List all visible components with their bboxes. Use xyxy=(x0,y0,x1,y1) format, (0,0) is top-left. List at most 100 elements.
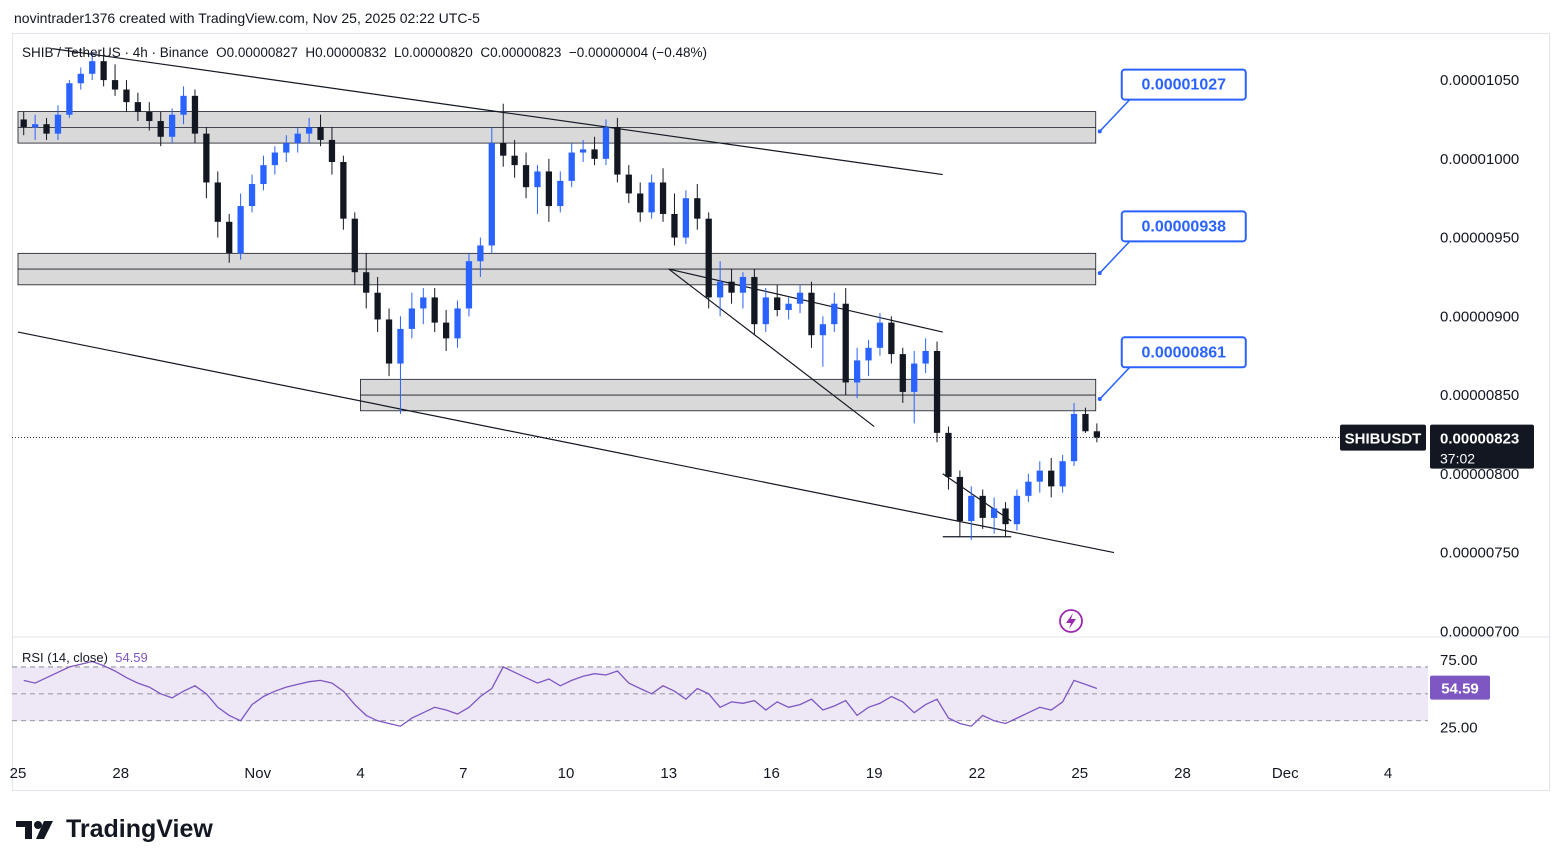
candle-body[interactable] xyxy=(648,182,655,213)
candle-body[interactable] xyxy=(968,495,975,522)
candle-body[interactable] xyxy=(408,308,416,329)
candle-body[interactable] xyxy=(694,198,701,219)
candle-body[interactable] xyxy=(545,171,553,207)
candle-body[interactable] xyxy=(146,111,153,122)
candle-body[interactable] xyxy=(591,149,598,159)
candle-body[interactable] xyxy=(328,139,336,162)
candle-body[interactable] xyxy=(1093,431,1101,438)
candle-body[interactable] xyxy=(1013,495,1021,525)
candle-body[interactable] xyxy=(191,95,199,134)
candle-body[interactable] xyxy=(260,165,267,185)
candle-body[interactable] xyxy=(157,121,164,137)
candle-body[interactable] xyxy=(819,324,827,336)
candle-body[interactable] xyxy=(739,276,747,293)
candle-body[interactable] xyxy=(100,61,107,81)
candle-body[interactable] xyxy=(888,322,895,355)
candle-body[interactable] xyxy=(214,182,221,222)
lightning-icon[interactable] xyxy=(1059,609,1083,633)
candle-body[interactable] xyxy=(31,124,39,128)
candle-body[interactable] xyxy=(431,297,438,323)
candle-body[interactable] xyxy=(557,180,564,207)
candle-body[interactable] xyxy=(374,292,381,320)
candle-body[interactable] xyxy=(248,184,256,207)
candle-body[interactable] xyxy=(831,303,838,325)
candle-body[interactable] xyxy=(89,61,96,74)
candle-body[interactable] xyxy=(442,322,450,339)
candle-body[interactable] xyxy=(203,133,210,183)
candle-body[interactable] xyxy=(933,350,941,433)
candle-body[interactable] xyxy=(54,114,62,134)
candle-body[interactable] xyxy=(865,347,872,361)
candle-body[interactable] xyxy=(237,206,244,254)
candle-body[interactable] xyxy=(796,292,804,304)
candle-body[interactable] xyxy=(226,221,233,254)
candle-body[interactable] xyxy=(363,272,370,293)
candle-body[interactable] xyxy=(853,360,861,383)
candle-body[interactable] xyxy=(625,174,632,194)
candle-body[interactable] xyxy=(751,276,758,325)
candle-body[interactable] xyxy=(602,127,610,159)
candle-body[interactable] xyxy=(465,261,473,309)
candle-body[interactable] xyxy=(705,218,712,298)
candle-body[interactable] xyxy=(43,124,50,134)
candle-body[interactable] xyxy=(682,198,690,238)
candle-body[interactable] xyxy=(899,354,906,392)
candle-body[interactable] xyxy=(911,363,918,392)
candle-body[interactable] xyxy=(1036,470,1043,482)
candle-body[interactable] xyxy=(579,149,587,153)
candle-body[interactable] xyxy=(568,152,575,181)
candle-body[interactable] xyxy=(637,193,644,213)
candle-body[interactable] xyxy=(762,297,769,325)
candle-body[interactable] xyxy=(420,297,427,309)
candle-body[interactable] xyxy=(956,476,964,522)
candle-body[interactable] xyxy=(294,133,301,144)
callout-box[interactable] xyxy=(1120,210,1247,243)
candle-body[interactable] xyxy=(180,95,187,115)
trendline[interactable] xyxy=(942,473,1012,522)
candle-body[interactable] xyxy=(534,171,541,188)
trendline[interactable] xyxy=(17,331,1115,554)
candle-body[interactable] xyxy=(876,322,884,348)
candle-body[interactable] xyxy=(351,218,358,273)
candle-body[interactable] xyxy=(340,161,347,219)
candle-body[interactable] xyxy=(785,303,792,311)
candle-body[interactable] xyxy=(842,303,849,383)
candle-body[interactable] xyxy=(728,281,735,293)
candle-body[interactable] xyxy=(522,165,530,188)
candle-body[interactable] xyxy=(500,143,507,156)
candle-body[interactable] xyxy=(922,350,929,364)
callout-box[interactable] xyxy=(1120,68,1247,101)
candle-body[interactable] xyxy=(659,182,667,214)
candle-body[interactable] xyxy=(716,281,724,298)
trendline[interactable] xyxy=(668,268,875,428)
candle-body[interactable] xyxy=(488,143,495,246)
symbol-ohlc-legend[interactable]: SHIB / TetherUS · 4h · Binance O0.000008… xyxy=(22,45,708,60)
candle-body[interactable] xyxy=(990,508,998,518)
candle-body[interactable] xyxy=(20,119,27,128)
candle-body[interactable] xyxy=(1002,508,1009,525)
symbol-tag-bg[interactable] xyxy=(1340,424,1426,451)
candle-body[interactable] xyxy=(111,80,119,90)
rsi-legend[interactable]: RSI (14, close) 54.59 xyxy=(22,650,148,665)
candle-body[interactable] xyxy=(168,114,176,137)
candle-body[interactable] xyxy=(1048,470,1055,487)
candle-body[interactable] xyxy=(397,328,404,364)
candle-body[interactable] xyxy=(454,308,461,339)
candle-body[interactable] xyxy=(511,155,518,166)
candle-body[interactable] xyxy=(945,432,952,477)
brand[interactable]: TradingView xyxy=(16,815,213,844)
candle-body[interactable] xyxy=(123,89,130,103)
candle-body[interactable] xyxy=(66,83,73,115)
candle-body[interactable] xyxy=(317,127,324,140)
candle-body[interactable] xyxy=(77,73,84,84)
callout-box[interactable] xyxy=(1120,336,1247,369)
trendline[interactable] xyxy=(52,48,943,176)
candle-body[interactable] xyxy=(1025,481,1032,496)
candle-body[interactable] xyxy=(808,292,815,336)
candle-body[interactable] xyxy=(614,127,621,175)
candle-body[interactable] xyxy=(774,297,781,311)
candle-body[interactable] xyxy=(477,245,484,262)
candle-body[interactable] xyxy=(283,143,290,153)
trendline[interactable] xyxy=(668,268,943,333)
